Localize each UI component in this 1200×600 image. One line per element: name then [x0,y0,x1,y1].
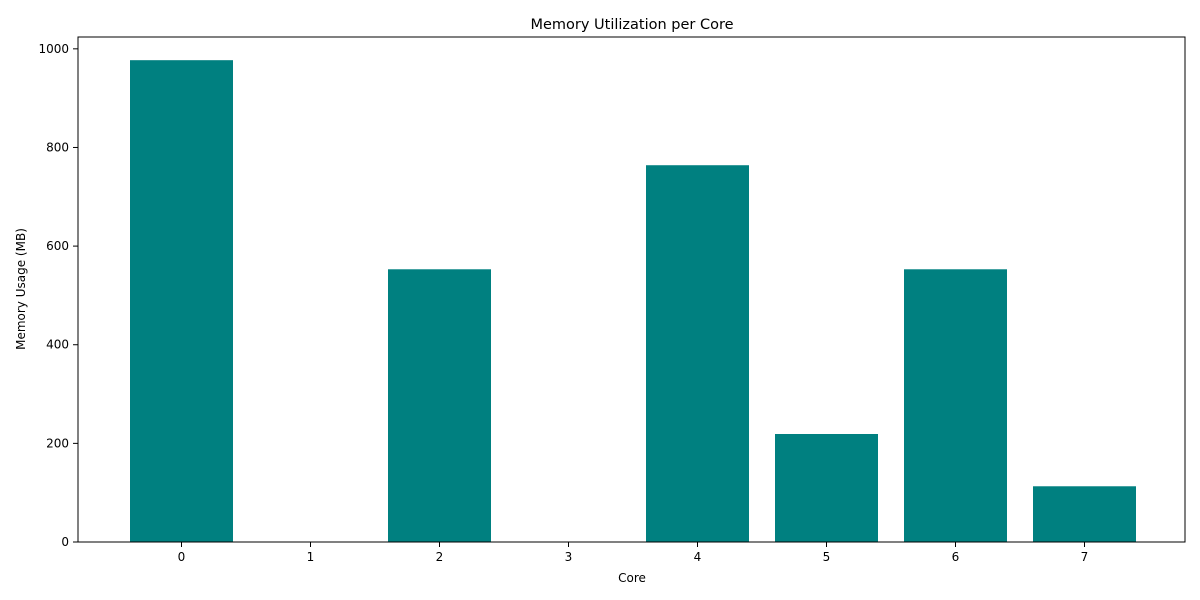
bar-core-7 [1033,486,1136,542]
chart-title: Memory Utilization per Core [530,17,733,33]
x-tick-label: 6 [952,550,960,564]
y-axis: 0 200 400 600 800 1000 [38,42,78,549]
bar-core-2 [388,269,491,542]
x-tick-label: 3 [565,550,573,564]
bar-core-4 [646,165,749,542]
x-axis: 0 1 2 3 4 5 6 7 [178,542,1089,564]
bars-group [130,60,1136,542]
x-tick-label: 7 [1081,550,1089,564]
y-tick-label: 800 [46,140,69,154]
y-axis-title: Memory Usage (MB) [14,228,28,350]
bar-core-6 [904,269,1007,542]
x-tick-label: 1 [307,550,315,564]
y-tick-label: 0 [61,535,69,549]
plot-frame [77,36,1186,543]
y-tick-label: 400 [46,338,69,352]
bar-core-5 [775,433,878,542]
x-axis-title: Core [618,571,646,585]
x-tick-label: 2 [436,550,444,564]
x-tick-label: 0 [178,550,186,564]
y-tick-label: 200 [46,436,69,450]
x-tick-label: 4 [694,550,702,564]
y-tick-label: 600 [46,239,69,253]
bar-core-0 [130,60,233,542]
y-tick-label: 1000 [38,42,69,56]
x-tick-label: 5 [823,550,831,564]
